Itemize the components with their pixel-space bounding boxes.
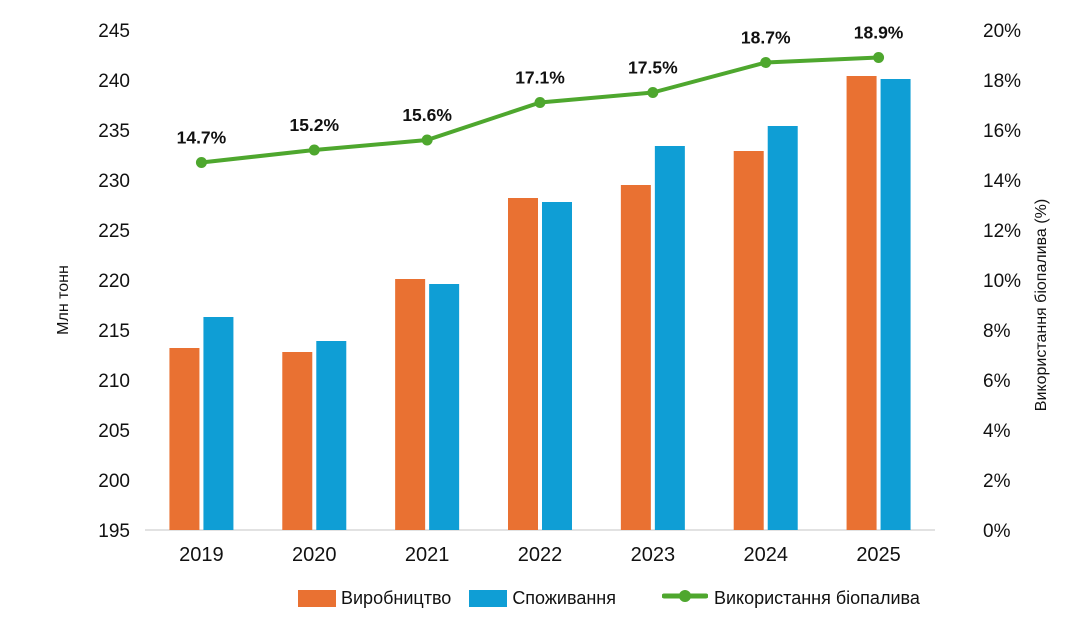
right-axis-tick-0%: 0% [983, 521, 1011, 542]
x-axis-label-2024: 2024 [743, 544, 788, 566]
x-axis-label-2023: 2023 [631, 544, 676, 566]
bar-consumption-2021 [429, 284, 460, 530]
bar-consumption-2022 [542, 202, 572, 530]
biofuel-label-2024: 18.7% [741, 28, 791, 48]
biofuel-label-2022: 17.1% [515, 68, 565, 88]
right-axis-tick-20%: 20% [983, 21, 1021, 42]
left-axis-tick-210: 210 [98, 371, 130, 392]
biofuel-point-2022 [534, 97, 546, 108]
left-axis-tick-205: 205 [98, 421, 130, 442]
biofuel-label-2021: 15.6% [402, 105, 452, 125]
biofuel-point-2020 [308, 144, 320, 156]
left-axis-tick-215: 215 [98, 321, 130, 342]
right-axis-title: Використання біопалива (%) [1033, 199, 1050, 411]
legend: Виробництво Споживання Використання біопал… [298, 588, 920, 608]
x-axis-label-2020: 2020 [292, 544, 337, 566]
biofuel-label-2023: 17.5% [628, 58, 678, 78]
right-axis-tick-16%: 16% [983, 121, 1021, 142]
bar-production-2022 [508, 198, 538, 530]
right-axis-tick-18%: 18% [983, 71, 1021, 92]
legend-swatch-icon [298, 589, 336, 607]
biofuel-point-2025 [873, 52, 885, 63]
legend-line-dot-icon [661, 589, 709, 608]
legend-label: Споживання [512, 588, 616, 608]
bar-consumption-2025 [880, 79, 911, 530]
x-axis-label-2025: 2025 [856, 544, 901, 566]
biofuel-point-2024 [760, 57, 772, 68]
bar-production-2023 [620, 185, 651, 530]
legend-swatch-icon [469, 589, 508, 607]
left-axis-tick-200: 200 [98, 471, 130, 492]
bar-production-2025 [846, 76, 877, 530]
x-axis-label-2022: 2022 [518, 544, 563, 566]
biofuel-label-2019: 14.7% [177, 128, 227, 148]
right-axis-tick-2%: 2% [983, 471, 1011, 492]
right-axis-tick-4%: 4% [983, 421, 1011, 442]
legend-item-1: Споживання [469, 588, 616, 608]
bar-production-2019 [169, 348, 200, 530]
legend-item-0: Виробництво [298, 588, 451, 608]
left-axis-title: Млн тонн [55, 265, 72, 335]
left-axis-tick-195: 195 [98, 521, 130, 542]
biofuel-point-2023 [647, 87, 659, 98]
bar-production-2021 [395, 279, 426, 530]
right-axis-tick-14%: 14% [983, 171, 1021, 192]
left-axis-tick-225: 225 [98, 221, 130, 242]
x-axis-label-2019: 2019 [179, 544, 224, 566]
left-axis-tick-220: 220 [98, 271, 130, 292]
left-axis-tick-235: 235 [98, 121, 130, 142]
legend-label: Використання біопалива [713, 588, 920, 608]
bar-consumption-2020 [316, 341, 347, 530]
right-axis-tick-10%: 10% [983, 271, 1021, 292]
bar-production-2020 [282, 352, 313, 530]
left-axis-tick-240: 240 [98, 71, 130, 92]
bar-consumption-2024 [767, 126, 798, 530]
right-axis-tick-12%: 12% [983, 221, 1021, 242]
left-axis-tick-230: 230 [98, 171, 130, 192]
left-axis-tick-245: 245 [98, 21, 130, 42]
legend-item-2: Використання біопалива [661, 588, 920, 608]
x-axis-label-2021: 2021 [405, 544, 450, 566]
biofuel-point-2019 [195, 157, 207, 168]
bar-consumption-2023 [654, 146, 685, 530]
bar-consumption-2019 [203, 317, 234, 530]
biofuel-point-2021 [421, 134, 433, 146]
biofuel-label-2020: 15.2% [289, 115, 339, 135]
biofuel-label-2025: 18.9% [854, 23, 904, 43]
legend-label: Виробництво [341, 588, 452, 608]
bar-production-2024 [733, 151, 764, 530]
right-axis-tick-6%: 6% [983, 371, 1011, 392]
right-axis-tick-8%: 8% [983, 321, 1011, 342]
